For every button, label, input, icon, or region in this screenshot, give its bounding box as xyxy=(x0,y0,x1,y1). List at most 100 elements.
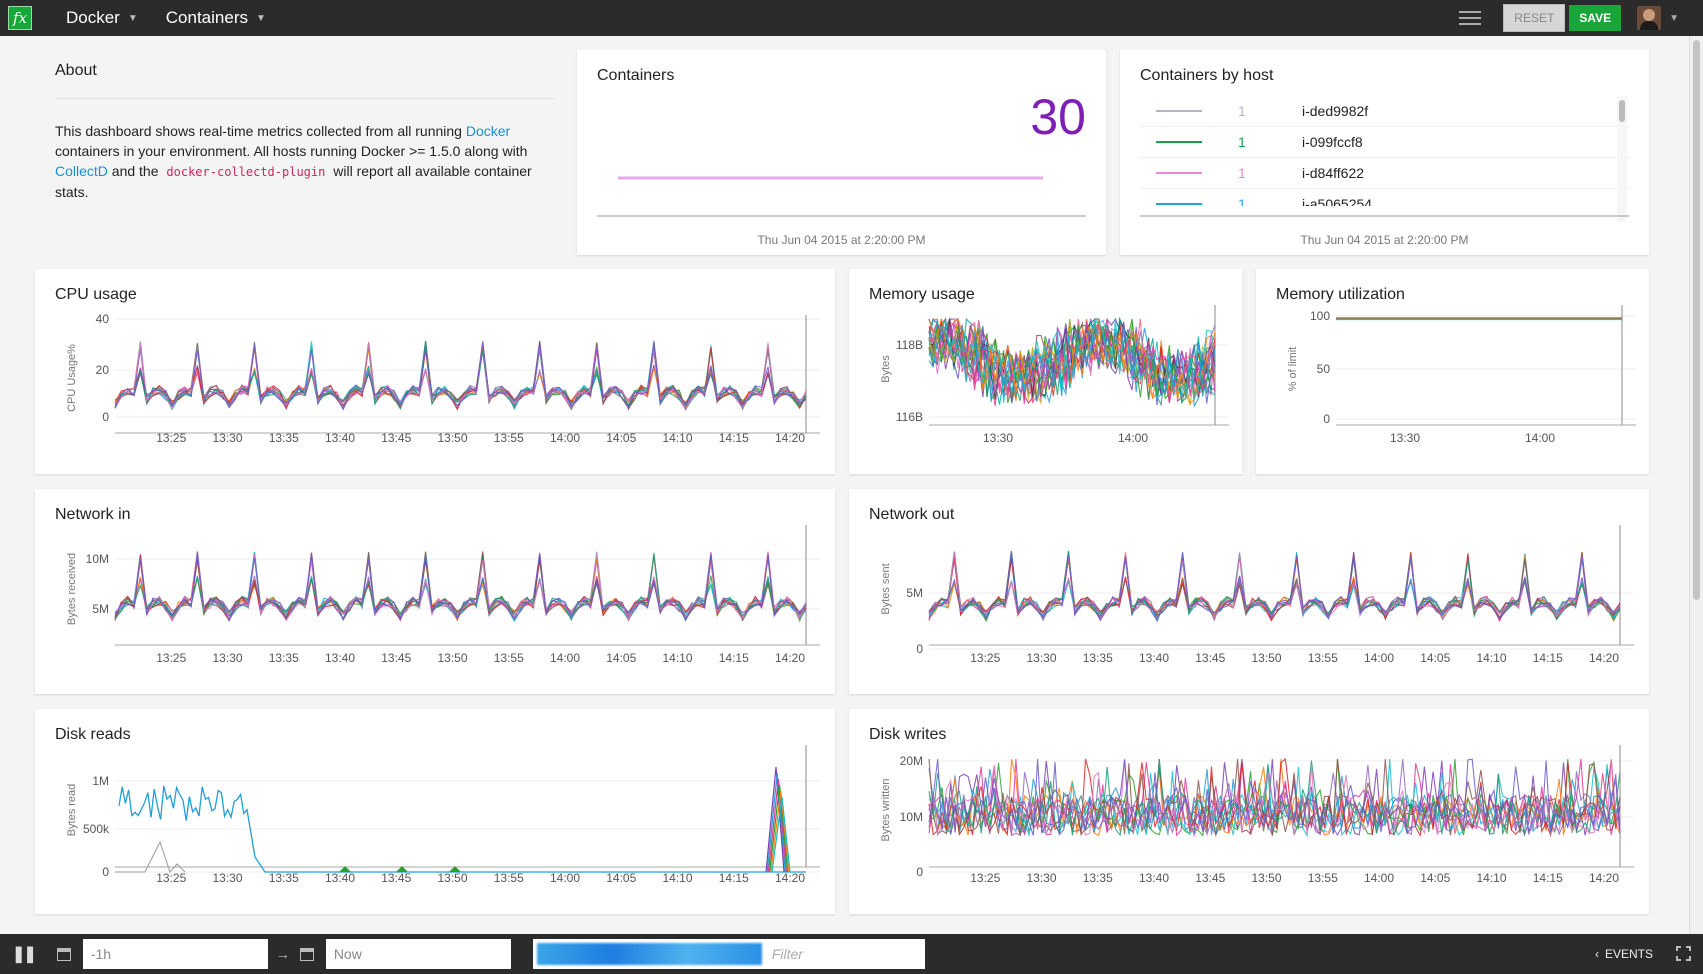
save-button[interactable]: SAVE xyxy=(1569,5,1622,31)
y-tick-label: 5M xyxy=(906,586,923,600)
containers-by-host-card: Containers by host 1 i-ded9982f 1 i-099fccf… xyxy=(1120,50,1649,255)
host-list-scrollbar[interactable] xyxy=(1617,96,1627,222)
calendar-icon[interactable] xyxy=(299,947,314,961)
calendar-icon[interactable] xyxy=(56,947,71,961)
chart-title: CPU usage xyxy=(55,286,137,303)
y-tick-label: 50 xyxy=(1317,362,1331,376)
y-tick-label: 20 xyxy=(96,363,110,377)
x-tick-label: 14:20 xyxy=(775,431,805,445)
host-row[interactable]: 1 i-d84ff622 xyxy=(1140,158,1630,189)
x-tick-label: 13:35 xyxy=(269,431,299,445)
chart-svg: Bytes 118B 116B 13:30 14:00 xyxy=(880,305,1229,445)
x-tick-label: 14:10 xyxy=(662,651,692,665)
x-tick-label: 14:15 xyxy=(719,431,749,445)
x-tick-label: 13:55 xyxy=(494,431,524,445)
x-tick-label: 13:45 xyxy=(381,651,411,665)
host-list[interactable]: 1 i-ded9982f 1 i-099fccf8 1 i-d84ff622 1 i-a506… xyxy=(1140,96,1630,206)
x-tick-label: 14:15 xyxy=(1533,871,1563,885)
host-row[interactable]: 1 i-ded9982f xyxy=(1140,96,1630,127)
y-tick-label: 118B xyxy=(896,338,923,352)
x-tick-label: 14:10 xyxy=(1476,651,1506,665)
series-swatch xyxy=(1156,141,1202,143)
x-tick-label: 13:25 xyxy=(156,431,186,445)
card-title: Containers by host xyxy=(1140,67,1274,84)
series-line xyxy=(928,758,1621,838)
x-tick-label: 13:55 xyxy=(1308,651,1338,665)
x-tick-label: 13:40 xyxy=(1139,871,1169,885)
x-tick-label: 14:20 xyxy=(775,871,805,885)
chart-svg: Bytes read 1M 500k 0 13:25 13:30 13:35 13:40 13:… xyxy=(66,745,820,885)
chart-svg: Bytes received 10M 5M 13:25 13:30 13:35 13:40 1… xyxy=(66,525,820,665)
host-count: 1 xyxy=(1238,196,1246,206)
chart-title: Network out xyxy=(869,506,955,523)
host-row[interactable]: 1 i-099fccf8 xyxy=(1140,127,1630,158)
reset-button[interactable]: RESET xyxy=(1503,4,1566,32)
x-tick-label: 13:40 xyxy=(325,871,355,885)
x-tick-label: 14:10 xyxy=(662,871,692,885)
x-tick-label: 14:00 xyxy=(1118,431,1148,445)
series-line xyxy=(765,766,785,873)
series-line xyxy=(770,790,790,873)
x-tick-label: 14:00 xyxy=(1364,871,1394,885)
menu-icon[interactable] xyxy=(1459,11,1482,25)
host-name: i-099fccf8 xyxy=(1302,134,1363,150)
x-tick-label: 13:30 xyxy=(1026,651,1056,665)
x-tick-label: 14:20 xyxy=(1589,651,1619,665)
x-tick-label: 13:50 xyxy=(437,651,467,665)
events-toggle[interactable]: ‹ EVENTS xyxy=(1595,934,1653,974)
breadcrumb-docker-label: Docker xyxy=(66,8,120,27)
end-time-input[interactable]: Now xyxy=(325,939,511,969)
memory-utilization-card: Memory utilization % of limit 100 50 0 13:30 1… xyxy=(1256,269,1649,474)
host-count: 1 xyxy=(1238,165,1246,181)
start-time-input[interactable]: -1h xyxy=(82,939,268,969)
pause-icon[interactable]: ❚❚ xyxy=(12,946,37,963)
y-tick-label: 40 xyxy=(96,312,110,326)
card-title: Containers xyxy=(597,67,675,84)
y-tick-label: 1M xyxy=(92,774,109,788)
x-tick-label: 13:25 xyxy=(156,651,186,665)
series-line xyxy=(767,778,787,873)
memory-usage-card: Memory usage Bytes 118B 116B 13:30 14:00 xyxy=(849,269,1242,474)
collectd-link[interactable]: CollectD xyxy=(55,163,108,179)
x-tick-label: 13:35 xyxy=(1083,871,1113,885)
avatar[interactable] xyxy=(1637,6,1662,30)
host-row[interactable]: 1 i-a5065254 xyxy=(1140,189,1630,206)
page-scrollbar[interactable] xyxy=(1689,36,1703,934)
series-line xyxy=(928,317,1216,403)
x-tick-label: 14:00 xyxy=(550,651,580,665)
y-axis-label: Bytes written xyxy=(880,779,892,842)
filter-input[interactable]: Filter xyxy=(532,939,925,969)
series-blip xyxy=(396,866,408,872)
y-tick-label: 5M xyxy=(92,602,109,616)
about-title: About xyxy=(55,62,555,99)
chevron-down-icon[interactable]: ▼ xyxy=(1669,12,1679,24)
chart-title: Disk writes xyxy=(869,726,947,743)
bottom-bar: ❚❚ -1h → Now Filter ‹ EVENTS xyxy=(0,934,1703,974)
docker-link[interactable]: Docker xyxy=(465,123,511,139)
x-tick-label: 13:30 xyxy=(212,431,242,445)
network-in-card: Network in Bytes received 10M 5M 13:25 13:30 1… xyxy=(35,489,835,694)
series-line xyxy=(928,758,1621,837)
fullscreen-icon[interactable] xyxy=(1675,945,1692,962)
chart-svg: % of limit 100 50 0 13:30 14:00 xyxy=(1287,305,1636,445)
x-tick-label: 13:40 xyxy=(325,651,355,665)
logo[interactable]: fx xyxy=(8,6,32,30)
x-tick-label: 13:40 xyxy=(325,431,355,445)
x-tick-label: 13:45 xyxy=(381,871,411,885)
series-line xyxy=(769,784,789,873)
breadcrumb-containers[interactable]: Containers ▼ xyxy=(166,8,266,28)
y-tick-label: 0 xyxy=(102,865,109,879)
x-tick-label: 13:55 xyxy=(1308,871,1338,885)
x-tick-label: 14:00 xyxy=(550,871,580,885)
x-tick-label: 13:25 xyxy=(970,651,1000,665)
filter-placeholder: Filter xyxy=(771,946,803,962)
series-swatch xyxy=(1156,110,1202,112)
x-tick-label: 14:15 xyxy=(719,871,749,885)
x-tick-label: 13:55 xyxy=(494,651,524,665)
network-out-card: Network out Bytes sent 5M 0 13:25 13:30 13:35 1… xyxy=(849,489,1649,694)
chevron-down-icon: ▼ xyxy=(127,12,138,24)
y-tick-label: 20M xyxy=(900,754,923,768)
x-tick-label: 13:30 xyxy=(212,871,242,885)
y-tick-label: 0 xyxy=(102,410,109,424)
breadcrumb-docker[interactable]: Docker ▼ xyxy=(66,8,138,28)
